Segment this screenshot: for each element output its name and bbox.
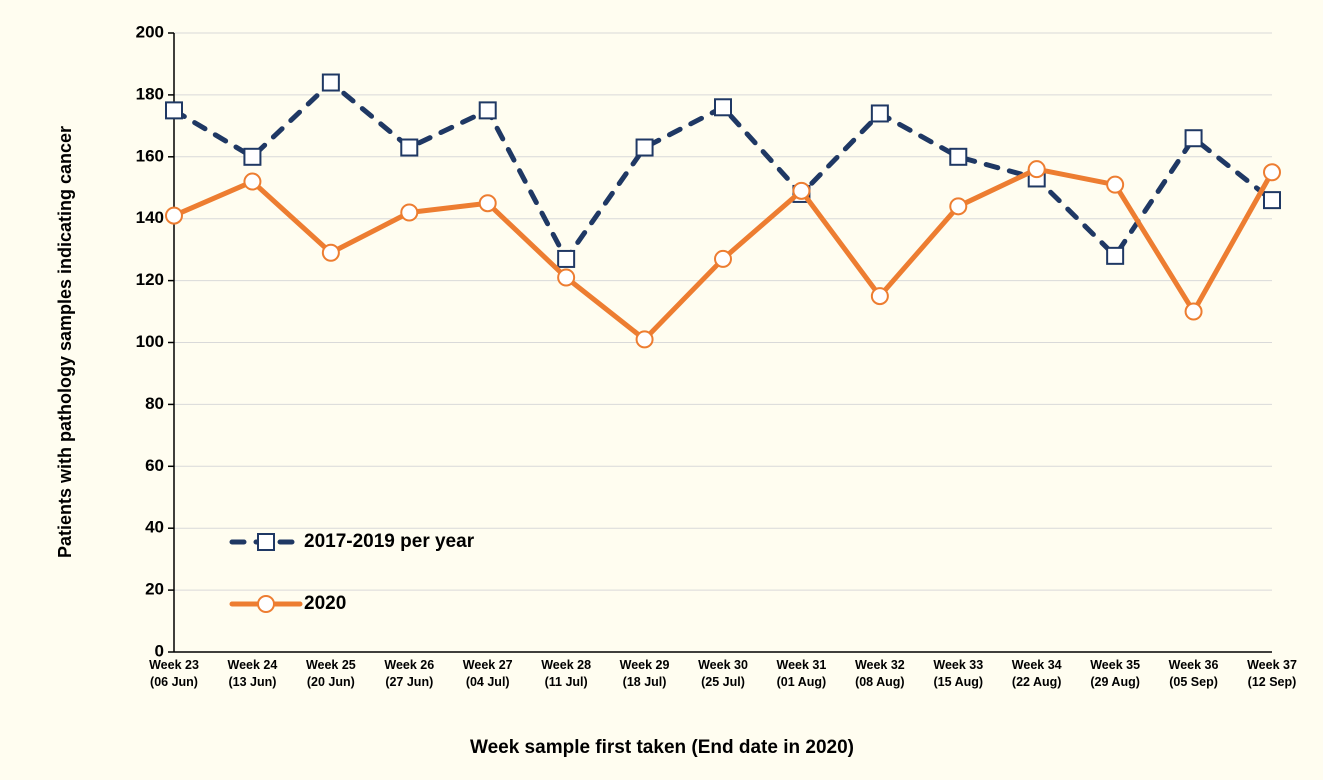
point xyxy=(165,101,183,120)
x-tick-label: Week 33 (15 Aug) xyxy=(933,658,984,689)
x-tick-label: Week 28 (11 Jul) xyxy=(541,658,592,689)
point xyxy=(870,104,889,123)
x-tick-label: Week 23 (06 Jun) xyxy=(149,658,199,689)
point xyxy=(1027,160,1046,179)
point xyxy=(1184,129,1203,148)
x-tick-label: Week 25 (20 Jun) xyxy=(305,658,356,689)
point xyxy=(1263,191,1281,210)
y-tick-label: 200 xyxy=(136,22,164,41)
y-tick-label: 0 xyxy=(155,641,164,660)
point xyxy=(870,287,889,306)
point xyxy=(635,330,654,349)
legend-marker xyxy=(257,533,275,551)
point xyxy=(478,101,497,120)
point xyxy=(165,206,183,225)
point xyxy=(243,147,262,166)
point xyxy=(1184,302,1203,321)
x-axis-title: Week sample first taken (End date in 202… xyxy=(470,737,854,758)
point xyxy=(321,73,340,92)
point xyxy=(243,172,262,191)
legend-marker xyxy=(257,595,275,613)
x-tick-label: Week 24 (13 Jun) xyxy=(227,658,278,689)
point xyxy=(635,138,654,157)
x-tick-label: Week 36 (05 Sep) xyxy=(1168,658,1219,689)
x-tick-label: Week 32 (08 Aug) xyxy=(854,658,905,689)
y-tick-label: 20 xyxy=(145,580,164,599)
x-tick-label: Week 35 (29 Aug) xyxy=(1090,658,1141,689)
point xyxy=(1106,175,1125,194)
x-tick-label: Week 37 (12 Sep) xyxy=(1247,658,1297,689)
y-tick-label: 60 xyxy=(145,456,164,475)
y-tick-label: 160 xyxy=(136,146,164,165)
x-tick-label: Week 30 (25 Jul) xyxy=(698,658,748,689)
point xyxy=(792,181,811,200)
x-tick-label: Week 26 (27 Jun) xyxy=(384,658,435,689)
point xyxy=(321,243,340,262)
point xyxy=(1106,246,1125,265)
legend-label: 2017-2019 per year xyxy=(304,531,475,552)
point xyxy=(714,249,732,268)
point xyxy=(949,147,968,166)
y-tick-label: 120 xyxy=(136,270,164,289)
point xyxy=(400,138,419,157)
y-tick-label: 80 xyxy=(145,394,164,413)
y-tick-label: 100 xyxy=(136,332,164,351)
x-tick-label: Week 34 (22 Aug) xyxy=(1011,658,1062,689)
point xyxy=(478,194,497,213)
point xyxy=(557,268,576,287)
point xyxy=(400,203,419,222)
point xyxy=(949,197,968,216)
x-tick-label: Week 29 (18 Jul) xyxy=(619,658,670,689)
point xyxy=(1263,163,1281,182)
y-tick-label: 140 xyxy=(136,208,164,227)
legend-label: 2020 xyxy=(304,593,346,614)
y-axis-title: Patients with pathology samples indicati… xyxy=(55,126,75,558)
y-tick-label: 40 xyxy=(145,518,164,537)
y-tick-label: 180 xyxy=(136,84,164,103)
x-tick-label: Week 27 (04 Jul) xyxy=(462,658,513,689)
point xyxy=(557,249,576,268)
point xyxy=(714,98,732,117)
x-tick-label: Week 31 (01 Aug) xyxy=(776,658,827,689)
